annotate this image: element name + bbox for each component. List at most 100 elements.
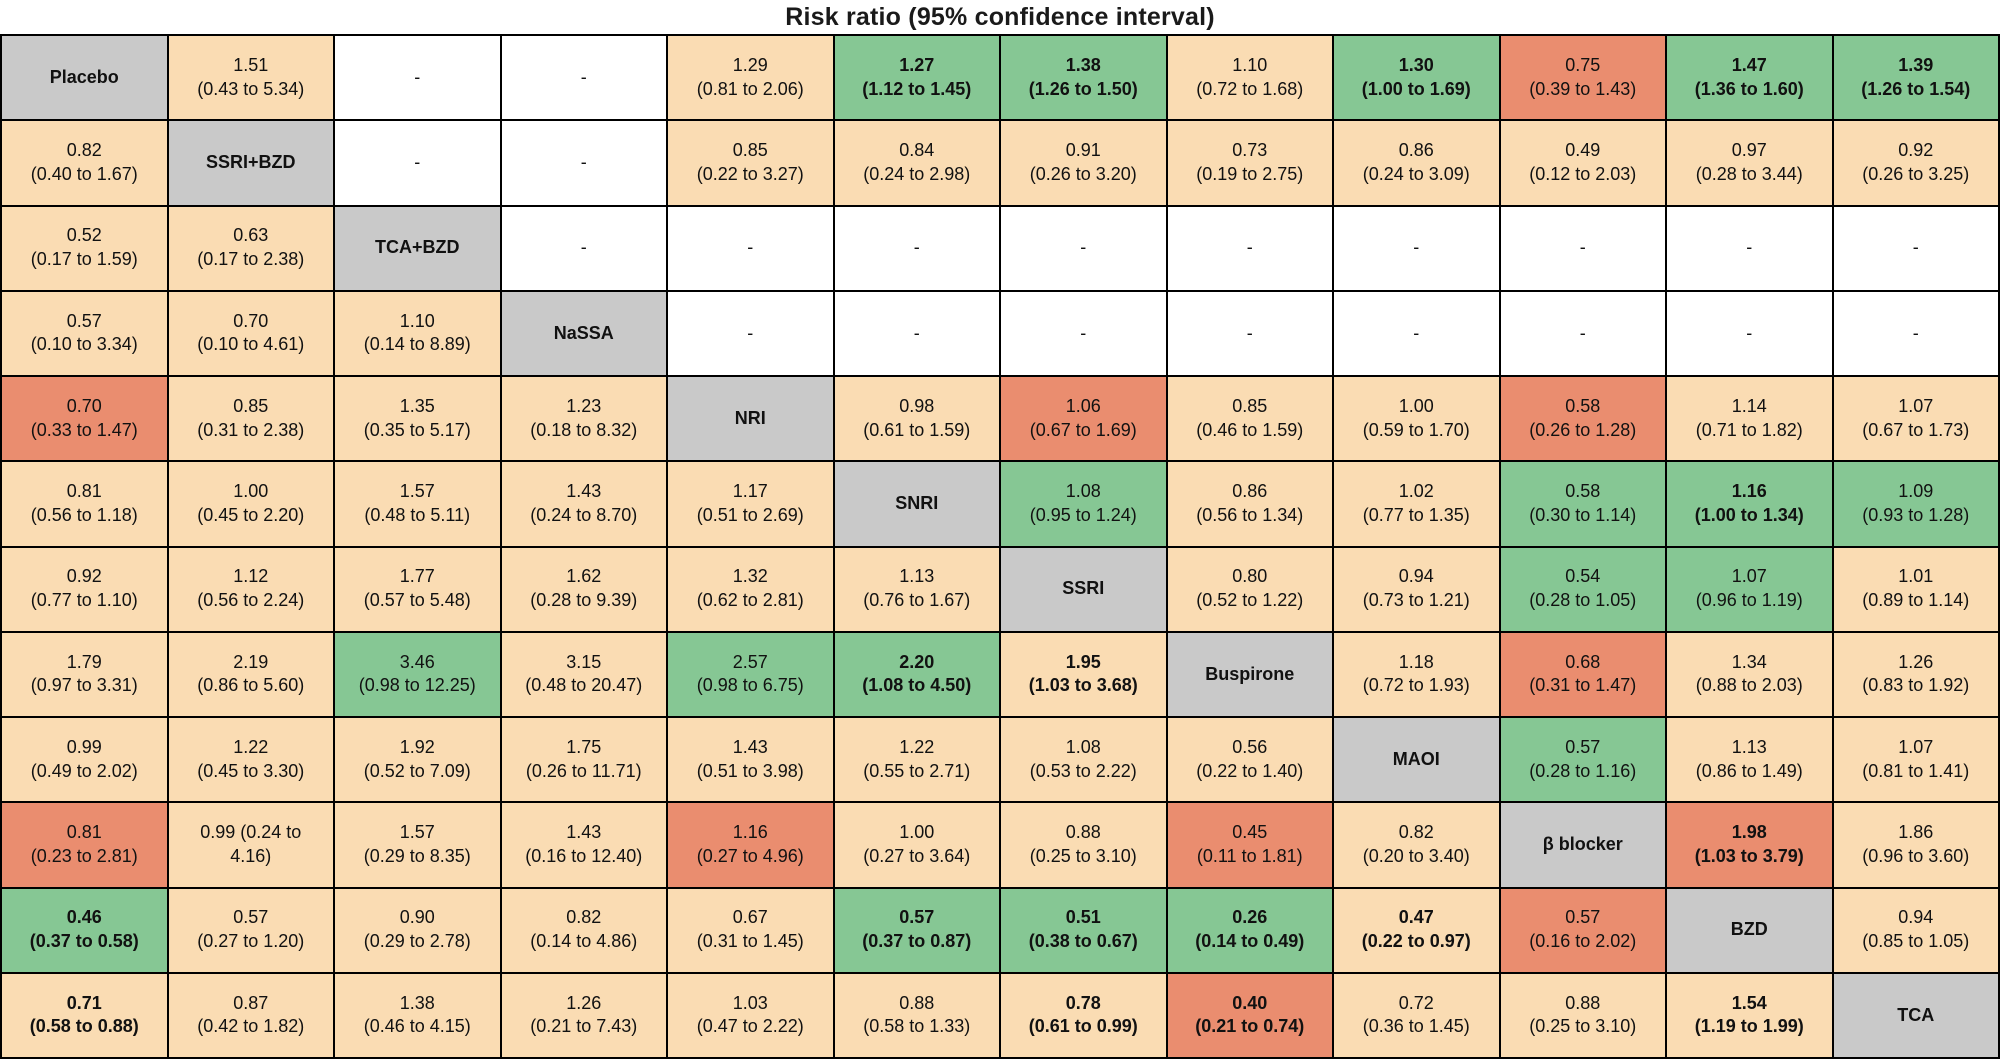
confidence-interval: (0.59 to 1.70)	[1362, 419, 1470, 440]
confidence-interval: (0.77 to 1.10)	[30, 590, 138, 611]
risk-ratio-value: 1.98	[1731, 822, 1767, 843]
risk-ratio-cell: 0.94 (0.73 to 1.21)	[1334, 547, 1499, 631]
confidence-interval: (0.17 to 2.38)	[197, 249, 305, 270]
risk-ratio-value: 0.57	[1565, 736, 1601, 757]
risk-ratio-value: 0.81	[66, 822, 102, 843]
risk-ratio-value: 0.86	[1232, 481, 1268, 502]
confidence-interval: (0.30 to 1.14)	[1529, 504, 1637, 525]
risk-ratio-value: 1.07	[1898, 736, 1934, 757]
risk-ratio-value: 1.54	[1731, 992, 1767, 1013]
empty-cell: -	[1334, 291, 1499, 375]
confidence-interval: (0.37 to 0.87)	[862, 931, 972, 952]
risk-ratio-cell: 0.88 (0.58 to 1.33)	[834, 973, 999, 1057]
confidence-interval: (0.28 to 1.05)	[1529, 590, 1637, 611]
risk-ratio-cell: 0.84 (0.24 to 2.98)	[834, 121, 999, 205]
confidence-interval: (0.29 to 8.35)	[363, 845, 471, 866]
risk-ratio-cell: 1.57 (0.29 to 8.35)	[335, 803, 500, 887]
confidence-interval: (0.76 to 1.67)	[863, 590, 971, 611]
risk-ratio-value: 1.02	[1398, 481, 1434, 502]
confidence-interval: (0.86 to 1.49)	[1695, 760, 1803, 781]
risk-ratio-cell: 1.16 (0.27 to 4.96)	[668, 803, 833, 887]
confidence-interval: (0.46 to 1.59)	[1196, 419, 1304, 440]
treatment-cell: TCA+BZD	[335, 206, 500, 290]
risk-ratio-cell: 1.22 (0.55 to 2.71)	[834, 718, 999, 802]
risk-matrix: Placebo 1.51 (0.43 to 5.34) - -1.29 (0.81 to …	[0, 34, 2000, 1059]
risk-ratio-cell: 0.72 (0.36 to 1.45)	[1334, 973, 1499, 1057]
confidence-interval: (0.19 to 2.75)	[1196, 163, 1304, 184]
confidence-interval: (0.83 to 1.92)	[1862, 675, 1970, 696]
risk-ratio-cell: 1.16 (1.00 to 1.34)	[1667, 462, 1832, 546]
confidence-interval: (0.56 to 1.34)	[1196, 504, 1304, 525]
treatment-cell: SNRI	[834, 462, 999, 546]
confidence-interval: (0.81 to 1.41)	[1862, 760, 1970, 781]
risk-ratio-cell: 1.13 (0.76 to 1.67)	[834, 547, 999, 631]
empty-cell: -	[1500, 291, 1665, 375]
risk-ratio-cell: 1.27 (1.12 to 1.45)	[834, 36, 999, 120]
empty-cell: -	[1667, 291, 1832, 375]
risk-ratio-value: 0.98	[899, 395, 935, 416]
risk-ratio-value: 0.71	[66, 992, 102, 1013]
confidence-interval: (0.53 to 2.22)	[1029, 760, 1137, 781]
risk-ratio-cell: 1.07 (0.81 to 1.41)	[1833, 718, 1998, 802]
confidence-interval: (0.46 to 4.15)	[363, 1016, 471, 1037]
empty-cell: -	[834, 291, 999, 375]
risk-ratio-cell: 1.00 (0.59 to 1.70)	[1334, 377, 1499, 461]
risk-ratio-cell: 1.92 (0.52 to 7.09)	[335, 718, 500, 802]
risk-ratio-value: 0.86	[1398, 140, 1434, 161]
confidence-interval: (0.61 to 0.99)	[1028, 1016, 1138, 1037]
empty-cell: -	[1833, 291, 1998, 375]
risk-ratio-value: 1.06	[1065, 395, 1101, 416]
risk-ratio-value: 0.56	[1232, 736, 1268, 757]
risk-ratio-cell: 1.30 (1.00 to 1.69)	[1334, 36, 1499, 120]
risk-ratio-value: 0.67	[732, 907, 768, 928]
confidence-interval: (0.12 to 2.03)	[1529, 163, 1637, 184]
risk-ratio-cell: 1.75 (0.26 to 11.71)	[501, 718, 666, 802]
empty-cell: -	[1833, 206, 1998, 290]
confidence-interval: (0.95 to 1.24)	[1029, 504, 1137, 525]
risk-ratio-value: 1.86	[1898, 822, 1934, 843]
risk-ratio-cell: 0.85 (0.46 to 1.59)	[1167, 377, 1332, 461]
risk-ratio-value: 1.47	[1731, 54, 1767, 75]
risk-ratio-cell: 0.92 (0.26 to 3.25)	[1833, 121, 1998, 205]
risk-ratio-value: 0.94	[1898, 907, 1934, 928]
risk-ratio-value: 1.00	[233, 481, 269, 502]
empty-cell: -	[1167, 206, 1332, 290]
risk-ratio-value: 0.57	[233, 907, 269, 928]
confidence-interval: (0.26 to 11.71)	[525, 760, 642, 781]
risk-ratio-cell: 0.99 (0.49 to 2.02)	[2, 718, 167, 802]
risk-ratio-cell: 0.81 (0.23 to 2.81)	[2, 803, 167, 887]
risk-ratio-cell: 1.34 (0.88 to 2.03)	[1667, 632, 1832, 716]
empty-cell: -	[1500, 206, 1665, 290]
empty-cell: -	[668, 206, 833, 290]
risk-ratio-value: 1.38	[399, 992, 435, 1013]
risk-ratio-value: 0.57	[66, 310, 102, 331]
confidence-interval: (0.85 to 1.05)	[1862, 931, 1970, 952]
confidence-interval: (0.57 to 5.48)	[363, 590, 471, 611]
risk-ratio-value: 0.54	[1565, 566, 1601, 587]
confidence-interval: (0.48 to 5.11)	[364, 504, 471, 525]
risk-ratio-cell: 1.12 (0.56 to 2.24)	[168, 547, 333, 631]
risk-ratio-cell: 2.19 (0.86 to 5.60)	[168, 632, 333, 716]
risk-ratio-value: 1.39	[1898, 54, 1934, 75]
risk-ratio-cell: 1.35 (0.35 to 5.17)	[335, 377, 500, 461]
treatment-cell: β blocker	[1500, 803, 1665, 887]
risk-ratio-value: 1.57	[399, 822, 435, 843]
risk-ratio-value: 2.20	[899, 651, 935, 672]
risk-ratio-cell: 1.57 (0.48 to 5.11)	[335, 462, 500, 546]
risk-ratio-value: 1.07	[1898, 395, 1934, 416]
confidence-interval: (0.26 to 1.28)	[1529, 419, 1637, 440]
risk-ratio-value: 0.57	[899, 907, 935, 928]
risk-ratio-cell: 0.26 (0.14 to 0.49)	[1167, 888, 1332, 972]
confidence-interval: (1.26 to 1.54)	[1861, 78, 1971, 99]
risk-ratio-value: 0.80	[1232, 566, 1268, 587]
risk-ratio-value: 0.57	[1565, 907, 1601, 928]
risk-ratio-value: 1.92	[399, 736, 435, 757]
risk-ratio-value: 0.45	[1232, 822, 1268, 843]
confidence-interval: (1.36 to 1.60)	[1694, 78, 1804, 99]
risk-ratio-value: 1.79	[66, 651, 102, 672]
risk-ratio-cell: 1.38 (1.26 to 1.50)	[1001, 36, 1166, 120]
risk-ratio-value: 0.70	[66, 395, 102, 416]
risk-ratio-value: 1.27	[899, 54, 935, 75]
risk-ratio-cell: 1.77 (0.57 to 5.48)	[335, 547, 500, 631]
risk-ratio-cell: 1.00 (0.45 to 2.20)	[168, 462, 333, 546]
